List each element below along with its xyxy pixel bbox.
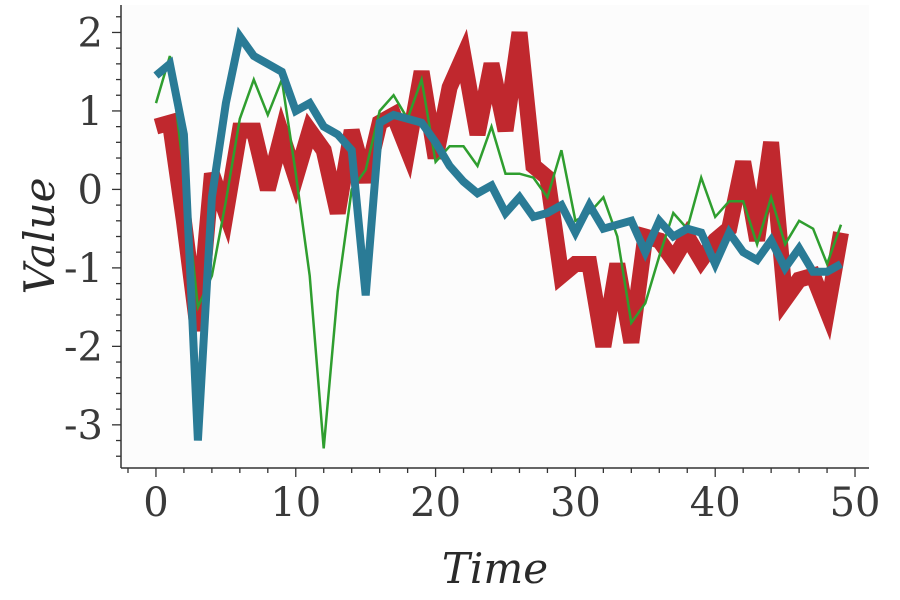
x-tick-label: 40 [690, 480, 741, 526]
series-line-3 [153, 26, 843, 441]
x-axis-title: Time [442, 544, 548, 593]
y-tick-label: -1 [64, 246, 103, 292]
y-axis-title: Value [15, 178, 64, 295]
labels-layer: 210-1-2-30 10 20 30 40 50 [64, 10, 880, 526]
y-tick-label: 0 [78, 167, 103, 213]
y-tick-label: -3 [64, 403, 103, 449]
x-tick-label: 50 [830, 480, 881, 526]
x-tick-label: 10 [270, 480, 321, 526]
x-tick-label: 20 [410, 480, 461, 526]
y-tick-label: 2 [78, 10, 103, 56]
y-tick-label: -2 [64, 324, 103, 370]
axes-layer [112, 5, 869, 477]
x-tick-label: 30 [550, 480, 601, 526]
x-tick-label: 0 [143, 480, 168, 526]
series-line-2 [154, 55, 843, 449]
y-tick-label: 1 [78, 89, 103, 135]
series-layer [153, 26, 849, 449]
